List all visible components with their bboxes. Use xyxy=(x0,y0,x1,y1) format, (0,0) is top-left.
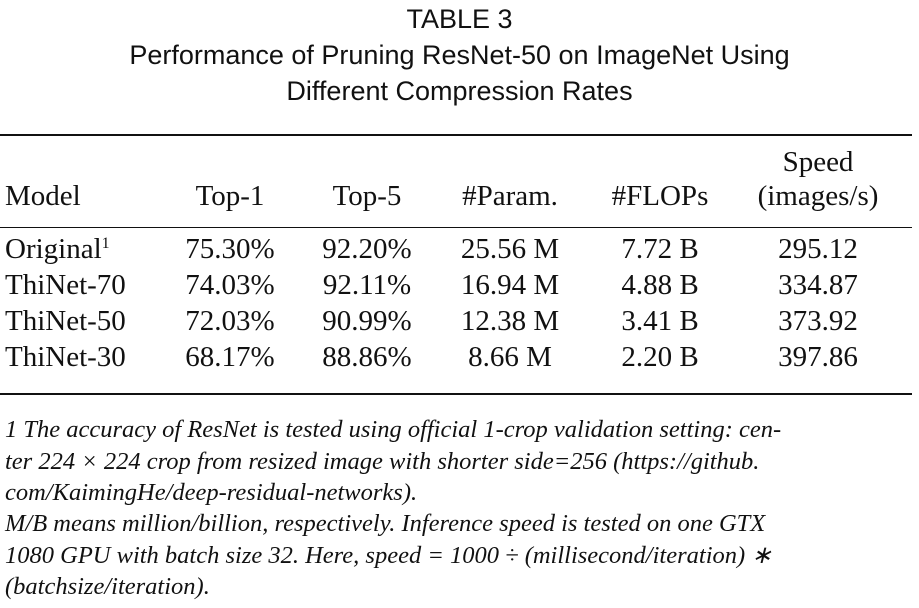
cell: 90.99% xyxy=(322,305,412,337)
cell: 25.56 M xyxy=(460,233,560,265)
cell: 397.86 xyxy=(778,341,858,373)
cell: 12.38 M xyxy=(460,305,560,337)
cell: 16.94 M xyxy=(460,269,560,301)
cell: 295.12 xyxy=(778,233,858,265)
model-cell: ThiNet-50 xyxy=(5,307,126,336)
header-cell: Speed xyxy=(782,146,854,178)
header-cell: #Param. xyxy=(462,180,558,212)
table-label: TABLE 3 xyxy=(406,4,513,34)
cell: 72.03% xyxy=(185,305,275,337)
top-rule xyxy=(0,134,912,136)
cell: 2.20 B xyxy=(621,341,699,373)
note-line: (batchsize/iteration). xyxy=(5,573,210,600)
cell: 334.87 xyxy=(778,269,858,301)
cell: 88.86% xyxy=(322,341,412,373)
model-name: ThiNet-30 xyxy=(5,341,126,373)
title-line: Performance of Pruning ResNet-50 on Imag… xyxy=(129,40,790,70)
header-cell: Top-5 xyxy=(332,180,402,212)
title-line: Different Compression Rates xyxy=(286,76,633,106)
header-cell: Model xyxy=(5,180,81,212)
header-cell: Top-1 xyxy=(195,180,265,212)
header-cell: #FLOPs xyxy=(611,180,709,212)
cell: 92.20% xyxy=(322,233,412,265)
cell: 3.41 B xyxy=(621,305,699,337)
cell: 68.17% xyxy=(185,341,275,373)
cell: 92.11% xyxy=(322,269,412,301)
model-name: ThiNet-70 xyxy=(5,269,126,301)
note-line: 1 The accuracy of ResNet is tested using… xyxy=(5,416,782,443)
model-name: ThiNet-50 xyxy=(5,305,126,337)
cell: 74.03% xyxy=(185,269,275,301)
cell: 75.30% xyxy=(185,233,275,265)
model-cell: Original1 xyxy=(5,235,110,264)
model-cell: ThiNet-30 xyxy=(5,343,126,372)
model-name: Original xyxy=(5,233,102,265)
cell: 8.66 M xyxy=(468,341,552,373)
footnote-ref: 1 xyxy=(101,235,110,252)
bottom-rule xyxy=(0,393,912,395)
cell: 4.88 B xyxy=(621,269,699,301)
cell: 373.92 xyxy=(778,305,858,337)
note-line: com/KaimingHe/deep-residual-networks). xyxy=(5,479,418,506)
mid-rule xyxy=(0,227,912,228)
model-cell: ThiNet-70 xyxy=(5,271,126,300)
note-line: M/B means million/billion, respectively.… xyxy=(5,510,766,537)
note-line: ter 224 × 224 crop from resized image wi… xyxy=(5,448,760,475)
cell: 7.72 B xyxy=(621,233,699,265)
note-line: 1080 GPU with batch size 32. Here, speed… xyxy=(5,542,772,569)
header-cell: (images/s) xyxy=(757,180,879,212)
